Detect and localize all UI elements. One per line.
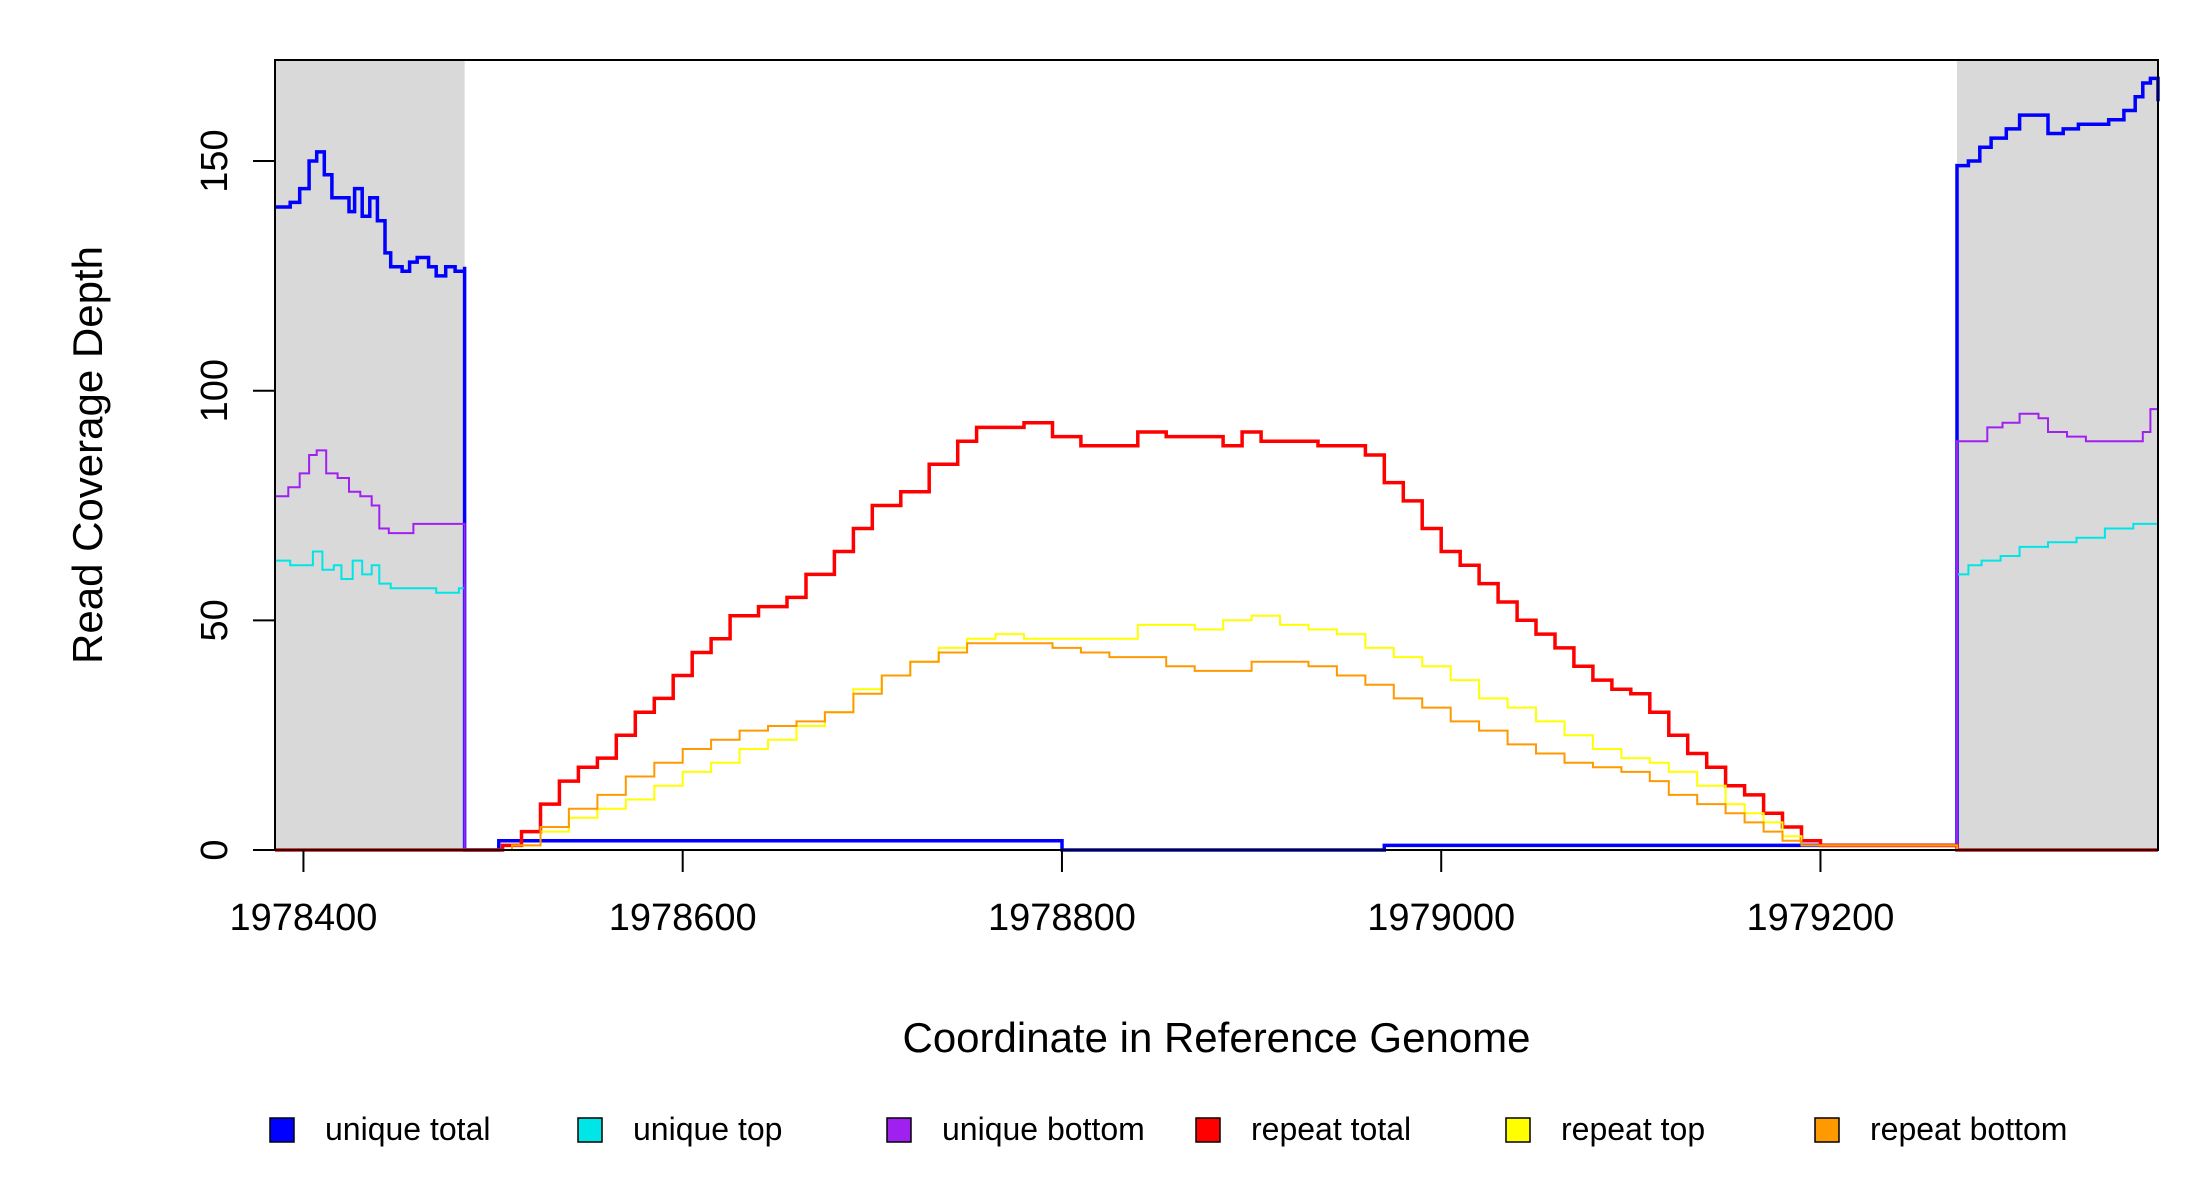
y-tick-label: 50 — [194, 599, 236, 641]
y-tick-label: 100 — [194, 359, 236, 422]
legend-label: unique total — [325, 1111, 490, 1147]
legend-label: unique top — [633, 1111, 782, 1147]
x-axis-ticks: 1978400 1978600 1978800 1979000 1979200 — [229, 850, 1894, 939]
y-axis-title: Read Coverage Depth — [64, 246, 111, 664]
x-tick-label: 1978600 — [609, 897, 757, 939]
y-axis-ticks: 0 50 100 150 — [194, 129, 275, 861]
series-repeat-bottom — [275, 642, 2158, 851]
legend-swatch — [886, 1117, 912, 1143]
x-tick-label: 1978800 — [988, 897, 1136, 939]
legend-label: repeat total — [1251, 1111, 1411, 1147]
legend-item-repeat-total: repeat total — [1195, 1111, 1411, 1147]
series-repeat-top — [275, 614, 2158, 851]
series-repeat-total — [275, 421, 2158, 852]
legend-label: unique bottom — [942, 1111, 1145, 1147]
legend-item-unique-bottom: unique bottom — [886, 1111, 1145, 1147]
x-tick-label: 1979200 — [1746, 897, 1894, 939]
legend-swatch — [1814, 1117, 1840, 1143]
series-unique-top — [275, 522, 2158, 851]
legend-item-repeat-bottom: repeat bottom — [1814, 1111, 2067, 1147]
legend-swatch — [269, 1117, 295, 1143]
legend-label: repeat bottom — [1870, 1111, 2067, 1147]
legend-item-unique-top: unique top — [577, 1111, 782, 1147]
plot-frame — [274, 59, 2159, 851]
x-axis-title: Coordinate in Reference Genome — [902, 1014, 1530, 1061]
y-tick-label: 150 — [194, 129, 236, 192]
series-unique-bottom — [275, 408, 2159, 851]
shaded-region-0 — [275, 60, 465, 850]
shaded-regions — [275, 60, 2158, 850]
x-tick-label: 1979000 — [1367, 897, 1515, 939]
series-unique-total — [275, 76, 2160, 852]
legend: unique total unique top unique bottom repea… — [269, 1111, 2067, 1147]
legend-item-repeat-top: repeat top — [1505, 1111, 1705, 1147]
legend-swatch — [577, 1117, 603, 1143]
legend-label: repeat top — [1561, 1111, 1705, 1147]
x-tick-label: 1978400 — [229, 897, 377, 939]
y-tick-label: 0 — [194, 839, 236, 860]
legend-item-unique-total: unique total — [269, 1111, 490, 1147]
legend-swatch — [1505, 1117, 1531, 1143]
series-lines — [275, 76, 2160, 852]
legend-swatch — [1195, 1117, 1221, 1143]
shaded-region-1 — [1956, 60, 2158, 850]
